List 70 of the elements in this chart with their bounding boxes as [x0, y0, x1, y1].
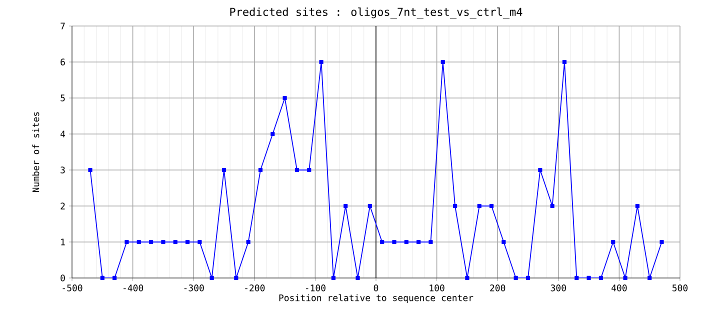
point [526, 276, 530, 280]
point [514, 276, 518, 280]
point [404, 240, 408, 244]
point [282, 96, 287, 100]
point [465, 276, 470, 280]
point [416, 240, 421, 244]
x-tick-label: -100 [306, 284, 326, 292]
point [440, 60, 445, 64]
chart-title: Predicted sites : oligos_7nt_test_vs_ctrl_m4 [230, 7, 522, 18]
x-tick-label: -200 [245, 284, 265, 292]
point [368, 204, 372, 208]
y-tick-label: 1 [61, 238, 65, 246]
x-tick-label: -300 [184, 284, 204, 292]
point [648, 276, 652, 280]
point [222, 168, 226, 172]
point [270, 132, 275, 136]
point [331, 276, 336, 280]
point [210, 276, 214, 280]
point [258, 168, 263, 172]
point [502, 240, 506, 244]
y-tick-label: 0 [60, 274, 65, 282]
x-tick-label: -400 [124, 284, 144, 292]
x-axis-title: Position relative to sequence center [279, 294, 474, 303]
y-axis-title: Number of sites [32, 112, 40, 192]
point [380, 240, 384, 244]
point [100, 276, 104, 280]
x-tick-label: 400 [612, 284, 627, 292]
y-tick-label: 5 [60, 94, 65, 102]
point [161, 240, 166, 244]
point [344, 204, 348, 208]
point [88, 168, 92, 172]
point [550, 204, 554, 208]
point [185, 240, 190, 244]
y-tick-label: 7 [60, 22, 65, 30]
point [392, 240, 396, 244]
x-tick-label: 200 [490, 284, 506, 292]
point [307, 168, 312, 172]
x-tick-label: 300 [550, 284, 566, 292]
x-tick-label: 100 [430, 284, 444, 292]
point [574, 276, 579, 280]
point [586, 276, 591, 280]
x-tick-label: -500 [62, 284, 82, 292]
point [660, 240, 664, 244]
point [136, 240, 141, 244]
point [356, 276, 360, 280]
point [198, 240, 202, 244]
point [611, 240, 616, 244]
y-tick-label: 6 [60, 58, 65, 66]
point [112, 276, 117, 280]
point [149, 240, 154, 244]
point [234, 276, 238, 280]
point [538, 168, 542, 172]
y-tick-label: 3 [60, 166, 65, 174]
y-tick-label: 2 [60, 202, 65, 210]
point [598, 276, 604, 280]
x-tick-label: 0 [374, 284, 378, 292]
point [623, 276, 628, 280]
point [635, 204, 640, 208]
point [173, 240, 178, 244]
point [246, 240, 250, 244]
point [428, 240, 433, 244]
point [319, 60, 324, 64]
point [489, 204, 494, 208]
point [452, 204, 458, 208]
point [562, 60, 567, 64]
y-tick-label: 4 [60, 130, 66, 138]
point [294, 168, 300, 172]
x-tick-label: 500 [672, 284, 688, 292]
point [124, 240, 129, 244]
point [477, 204, 482, 208]
